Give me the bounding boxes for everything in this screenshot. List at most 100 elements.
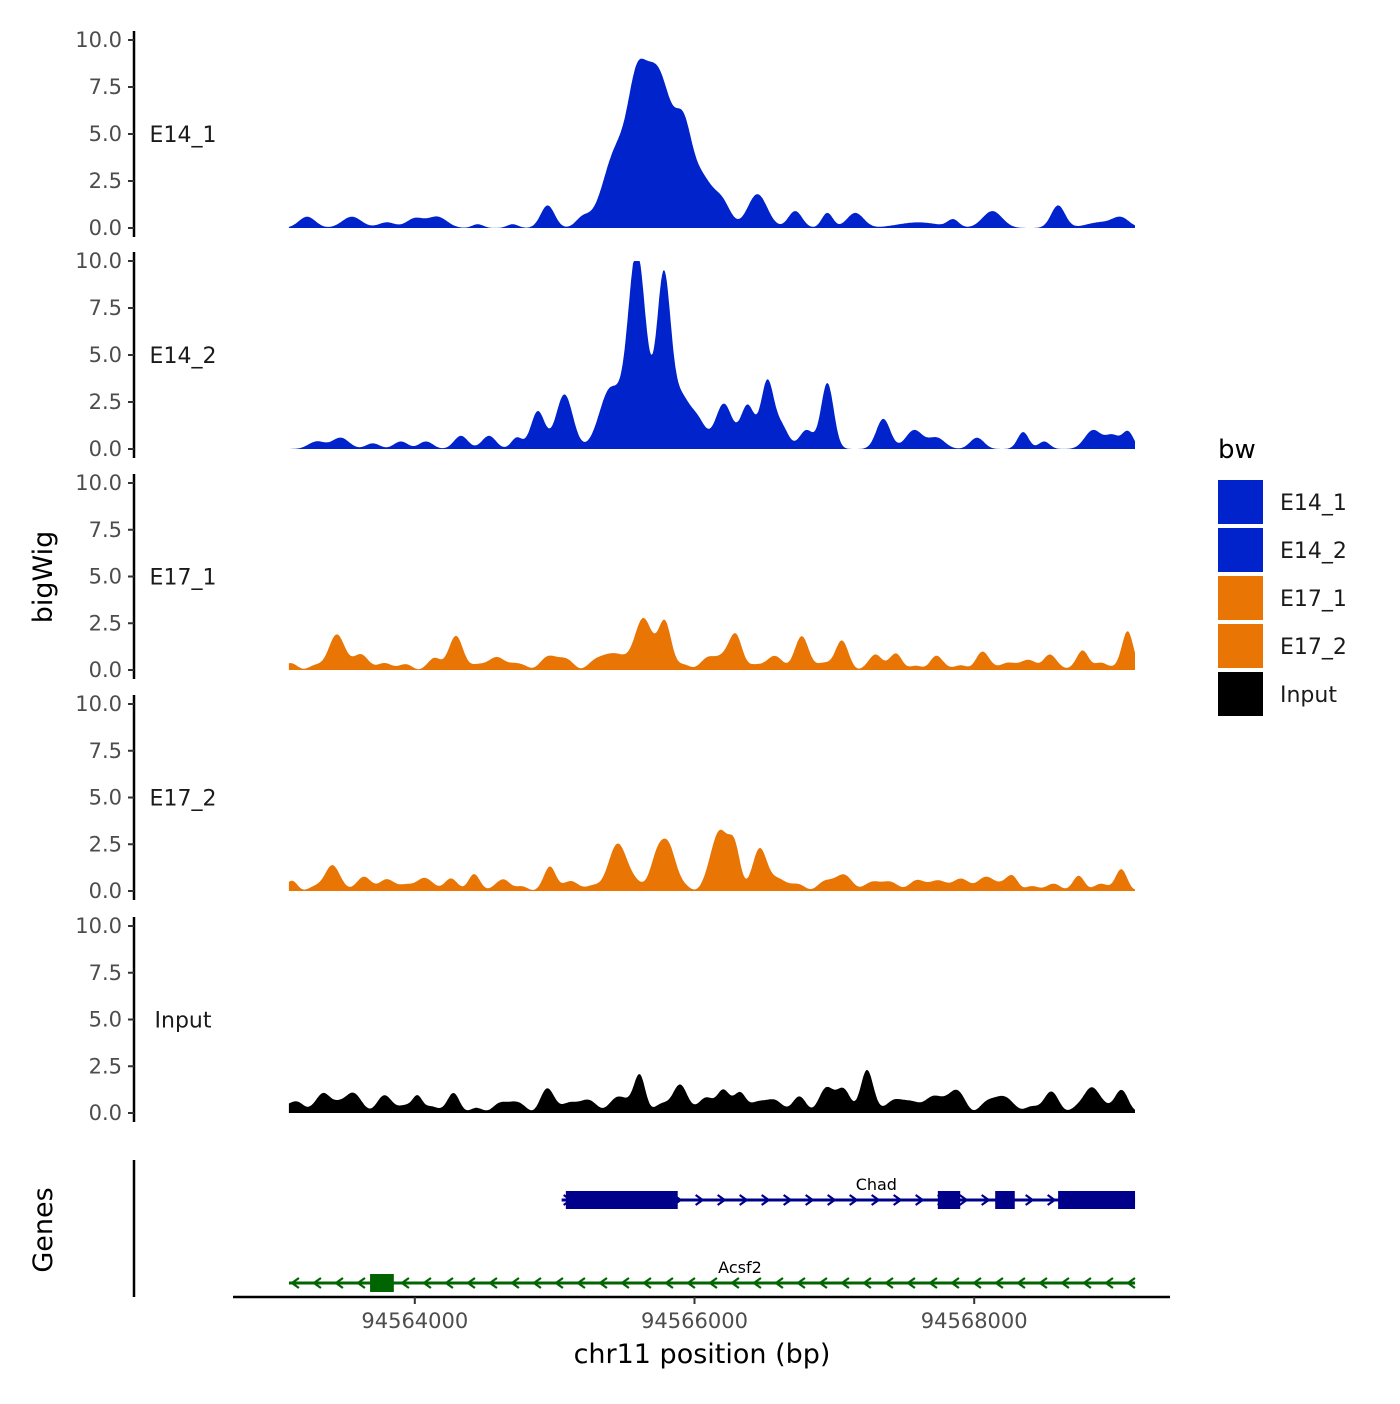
legend-swatch-e17_2 [1218,624,1263,668]
track-label: Input [155,1009,212,1034]
tracks-layer: 0.0 2.5 5.0 7.5 10.0 E14_1 0.0 2.5 5.0 7.5 10.0 E14… [75,28,1135,1125]
track-panel-e17_2: 0.0 2.5 5.0 7.5 10.0 E17_2 [75,692,1135,903]
strand-chevron [532,1277,542,1289]
strand-chevron [972,1277,982,1289]
coverage-area-e17_1 [288,617,1135,670]
strand-chevron [805,1194,815,1206]
gene-exon [995,1191,1015,1209]
gene-exon [1058,1191,1136,1209]
strand-chevron [708,1277,718,1289]
legend-label: E17_2 [1280,635,1347,660]
legend-label: E14_2 [1280,539,1347,564]
x-axis: 94564000 94566000 94568000 [233,1295,1170,1333]
y-tick-label: 2.5 [89,390,122,414]
y-tick-label: 7.5 [89,296,122,320]
y-tick-label: 5.0 [89,786,122,810]
legend-label: Input [1280,683,1337,708]
y-tick-label: 5.0 [89,122,122,146]
y-tick-label: 7.5 [89,739,122,763]
gene-exon [565,1191,678,1209]
strand-chevron [1025,1194,1035,1206]
strand-chevron [1038,1277,1048,1289]
strand-chevron [356,1277,366,1289]
strand-chevron [488,1277,498,1289]
strand-chevron [334,1277,344,1289]
strand-chevron [312,1277,322,1289]
y-tick-label: 10.0 [75,249,122,273]
legend-title: bw [1218,435,1256,465]
strand-chevron [686,1277,696,1289]
coverage-area-e14_1 [288,58,1135,228]
x-axis-title: chr11 position (bp) [574,1339,831,1370]
gene-exon [937,1191,961,1209]
strand-chevron [554,1277,564,1289]
gene-chad: Chad [561,1175,1136,1209]
y-tick-label: 2.5 [89,169,122,193]
legend-label: E17_1 [1280,587,1347,612]
y-axis-title: bigWig [28,531,59,624]
gene-label: Chad [856,1175,897,1194]
strand-chevron [717,1194,727,1206]
strand-chevron [981,1194,991,1206]
y-tick-label: 10.0 [75,28,122,52]
strand-chevron [950,1277,960,1289]
y-tick-label: 10.0 [75,692,122,716]
y-tick-label: 7.5 [89,75,122,99]
y-tick-label: 2.5 [89,1054,122,1078]
strand-chevron [840,1277,850,1289]
y-tick-label: 0.0 [89,879,122,903]
track-panel-e17_1: 0.0 2.5 5.0 7.5 10.0 E17_1 [75,471,1135,682]
gene-label: Acsf2 [718,1258,762,1277]
strand-chevron [620,1277,630,1289]
strand-chevron [884,1277,894,1289]
y-tick-label: 5.0 [89,343,122,367]
y-tick-label: 10.0 [75,914,122,938]
strand-chevron [1126,1277,1136,1289]
y-tick-label: 7.5 [89,961,122,985]
strand-chevron [739,1194,749,1206]
strand-chevron [422,1277,432,1289]
legend-swatch-e17_1 [1218,576,1263,620]
coverage-area-e14_2 [288,261,1135,449]
legend-swatch-e14_1 [1218,480,1263,524]
y-tick-label: 10.0 [75,471,122,495]
strand-chevron [818,1277,828,1289]
y-tick-label: 5.0 [89,565,122,589]
y-tick-label: 2.5 [89,611,122,635]
strand-chevron [1016,1277,1026,1289]
track-panel-e14_2: 0.0 2.5 5.0 7.5 10.0 E14_2 [75,249,1135,461]
strand-chevron [783,1194,793,1206]
y-tick-label: 5.0 [89,1008,122,1032]
strand-chevron [510,1277,520,1289]
strand-chevron [915,1194,925,1206]
track-label: E14_1 [150,123,217,148]
legend-swatch-input [1218,672,1263,716]
legend-swatch-e14_2 [1218,528,1263,572]
strand-chevron [761,1194,771,1206]
strand-chevron [642,1277,652,1289]
strand-chevron [774,1277,784,1289]
strand-chevron [849,1194,859,1206]
strand-chevron [664,1277,674,1289]
track-label: E14_2 [150,344,217,369]
strand-chevron [598,1277,608,1289]
strand-chevron [871,1194,881,1206]
strand-chevron [695,1194,705,1206]
coverage-area-e17_2 [288,829,1135,891]
strand-chevron [928,1277,938,1289]
strand-chevron [400,1277,410,1289]
strand-chevron [994,1277,1004,1289]
strand-chevron [1060,1277,1070,1289]
strand-chevron [862,1277,872,1289]
y-tick-label: 0.0 [89,437,122,461]
strand-chevron [1082,1277,1092,1289]
y-tick-label: 0.0 [89,1101,122,1125]
strand-chevron [893,1194,903,1206]
track-label: E17_1 [150,566,217,591]
y-tick-label: 0.0 [89,658,122,682]
strand-chevron [1104,1277,1114,1289]
strand-chevron [752,1277,762,1289]
strand-chevron [444,1277,454,1289]
